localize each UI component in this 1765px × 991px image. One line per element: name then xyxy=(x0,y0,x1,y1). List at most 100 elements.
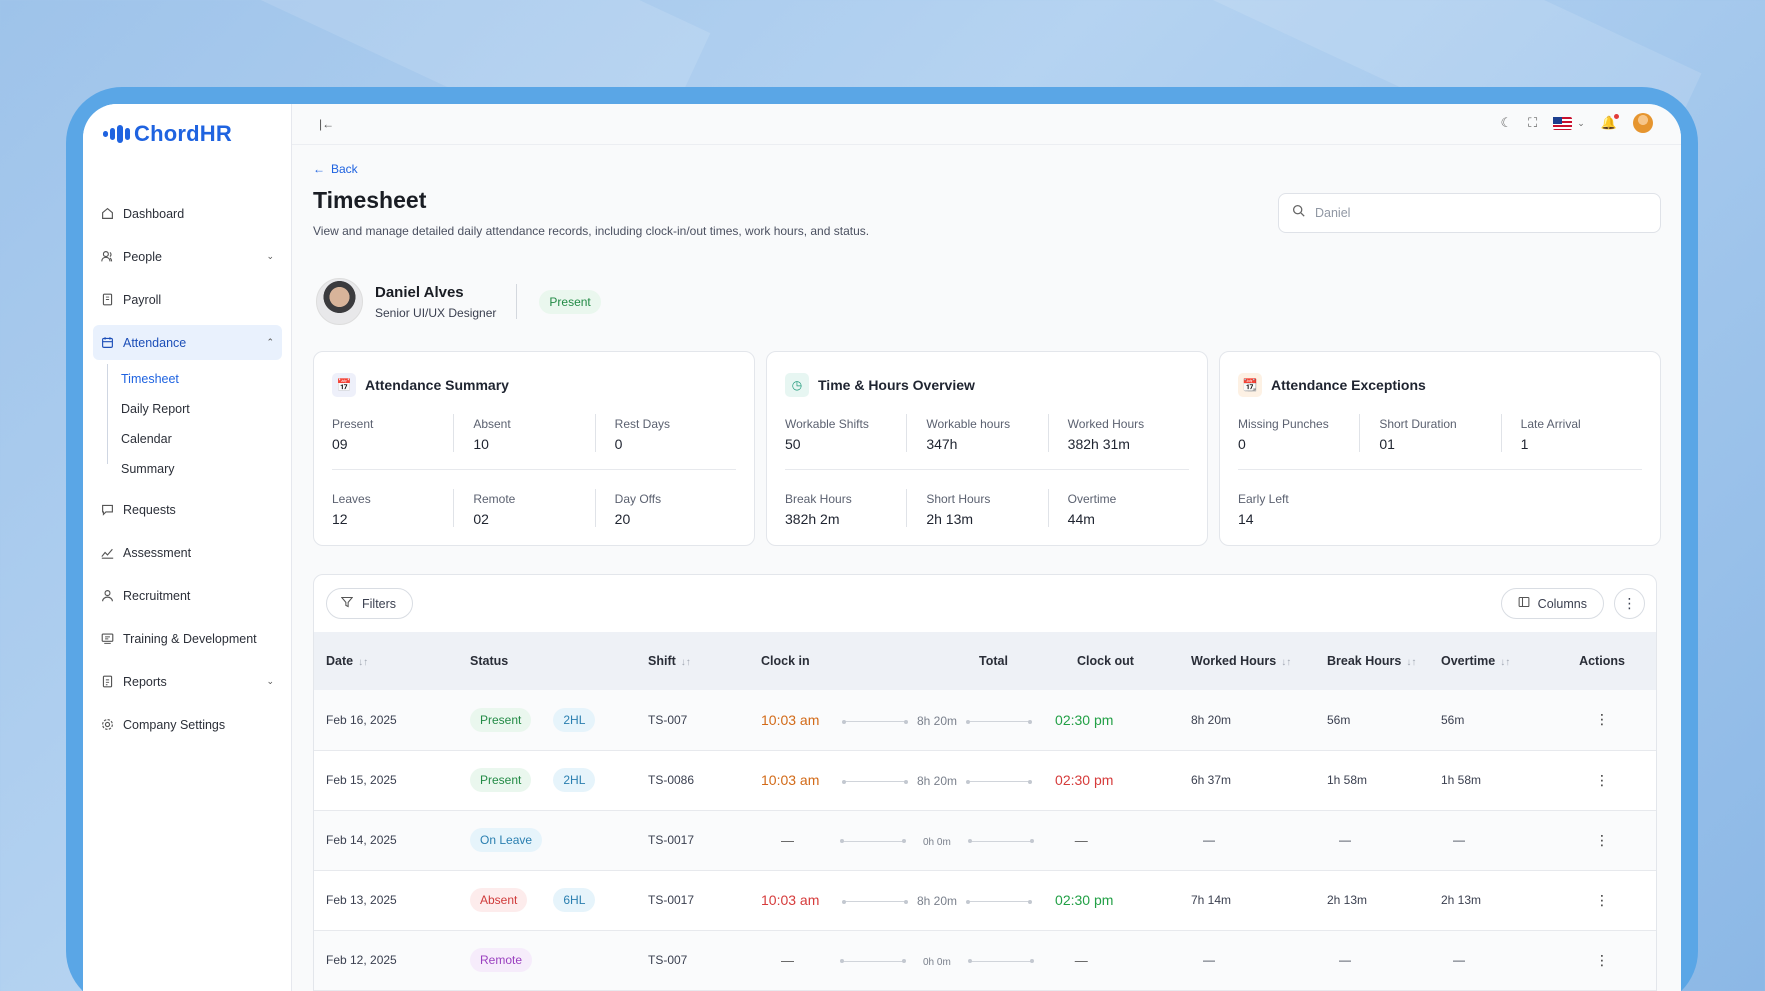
topbar: |← ☾ ⛶ ⌄ 🔔 xyxy=(292,104,1681,145)
cell-status: Present 2HL xyxy=(458,750,636,810)
stat-value: 02 xyxy=(473,511,489,527)
document-icon xyxy=(101,293,114,306)
cell-shift: TS-0017 xyxy=(648,833,695,847)
row-actions-button[interactable]: ⋮ xyxy=(1595,831,1609,848)
stat-label: Remote xyxy=(473,492,516,506)
more-options-button[interactable]: ⋮ xyxy=(1614,588,1645,619)
sidebar-item-reports[interactable]: Reports ⌄ xyxy=(93,664,282,699)
clock-out-time: — xyxy=(1074,952,1088,968)
stat-label: Short Duration xyxy=(1379,417,1457,431)
table-row[interactable]: Feb 16, 2025 Present 2HL TS-007 10:03 am 8… xyxy=(314,690,1656,750)
arrow-left-icon: ← xyxy=(313,162,325,176)
sidebar-item-label: Training & Development xyxy=(123,631,257,646)
avatar[interactable] xyxy=(1633,113,1653,133)
table-row[interactable]: Feb 13, 2025 Absent 6HL TS-0017 10:03 am 8… xyxy=(314,870,1656,930)
sidebar-item-label: Attendance xyxy=(123,335,187,350)
stat-value: 44m xyxy=(1067,511,1095,527)
collapse-sidebar-icon[interactable]: |← xyxy=(319,117,335,131)
filters-button[interactable]: Filters xyxy=(326,588,414,619)
timesheet-table-panel: Filters Columns ⋮ Date ↓↑ Status xyxy=(313,574,1657,991)
cell-break-hours: 2h 13m xyxy=(1327,893,1368,907)
brand-name: ChordHR xyxy=(134,121,232,146)
moon-icon[interactable]: ☾ xyxy=(1500,115,1513,130)
total-hours: 8h 20m xyxy=(917,713,958,728)
stat-label: Rest Days xyxy=(614,417,671,431)
chevron-down-icon: ⌄ xyxy=(1577,117,1585,128)
back-link[interactable]: ← Back xyxy=(313,162,358,176)
status-badge: Absent xyxy=(470,888,528,912)
sort-icon: ↓↑ xyxy=(680,657,691,668)
stat-value: 09 xyxy=(332,436,348,452)
sidebar-item-training[interactable]: Training & Development xyxy=(93,621,282,656)
submenu-calendar[interactable]: Calendar xyxy=(121,432,172,446)
column-header-shift[interactable]: Shift ↓↑ xyxy=(648,654,691,668)
cell-break-hours: 56m xyxy=(1327,712,1351,727)
table-row[interactable]: Feb 12, 2025 Remote TS-007 — 0h 0m — — — —… xyxy=(314,930,1656,990)
cell-break-hours: — xyxy=(1339,953,1351,967)
training-icon xyxy=(101,632,114,645)
column-header-worked-hours[interactable]: Worked Hours ↓↑ xyxy=(1191,654,1292,668)
fullscreen-icon[interactable]: ⛶ xyxy=(1528,115,1538,130)
table-row[interactable]: Feb 14, 2025 On Leave TS-0017 — 0h 0m — — … xyxy=(314,810,1656,870)
sidebar-item-people[interactable]: People ⌄ xyxy=(93,239,282,274)
column-header-break-hours[interactable]: Break Hours ↓↑ xyxy=(1327,654,1417,668)
search-input[interactable] xyxy=(1315,206,1635,220)
clock-in-time: — xyxy=(781,952,794,968)
bell-icon[interactable]: 🔔 xyxy=(1600,114,1619,130)
column-header-clock-in: Clock in xyxy=(761,654,810,668)
cell-date: Feb 13, 2025 xyxy=(326,893,397,907)
employee-role: Senior UI/UX Designer xyxy=(375,305,497,320)
employee-avatar xyxy=(316,278,363,325)
card-title: Attendance Exceptions xyxy=(1271,377,1426,393)
page-title: Timesheet xyxy=(313,187,427,213)
cell-shift: TS-007 xyxy=(648,953,688,967)
cell-worked-hours: 7h 14m xyxy=(1191,893,1232,907)
row-actions-button[interactable]: ⋮ xyxy=(1595,771,1609,788)
column-header-overtime[interactable]: Overtime ↓↑ xyxy=(1441,654,1511,668)
search-box[interactable] xyxy=(1278,193,1661,233)
cell-overtime: 2h 13m xyxy=(1441,893,1482,907)
sidebar-item-assessment[interactable]: Assessment xyxy=(93,535,282,570)
sort-icon: ↓↑ xyxy=(358,657,369,668)
chevron-down-icon: ⌄ xyxy=(266,676,274,686)
sidebar-item-payroll[interactable]: Payroll xyxy=(93,282,282,317)
chat-icon xyxy=(101,503,114,516)
sidebar-item-requests[interactable]: Requests xyxy=(93,492,282,527)
hl-badge: 2HL xyxy=(553,768,596,792)
timeline-line xyxy=(842,899,908,904)
language-selector[interactable]: ⌄ xyxy=(1553,116,1585,130)
chevron-down-icon: ⌄ xyxy=(266,251,274,261)
sidebar-item-recruitment[interactable]: Recruitment xyxy=(93,578,282,613)
table-row[interactable]: Feb 15, 2025 Present 2HL TS-0086 10:03 am… xyxy=(314,750,1656,810)
logo[interactable]: ChordHR xyxy=(103,121,232,147)
sort-icon: ↓↑ xyxy=(1406,657,1417,668)
stat-value: 50 xyxy=(785,436,801,452)
sidebar-item-company-settings[interactable]: Company Settings xyxy=(93,707,282,742)
column-header-date[interactable]: Date ↓↑ xyxy=(326,654,369,668)
cell-worked-hours: — xyxy=(1203,953,1215,967)
row-actions-button[interactable]: ⋮ xyxy=(1595,951,1609,968)
row-actions-button[interactable]: ⋮ xyxy=(1595,891,1609,908)
submenu-timesheet[interactable]: Timesheet xyxy=(121,372,179,386)
submenu-daily-report[interactable]: Daily Report xyxy=(121,402,190,416)
calendar-x-icon: 📆 xyxy=(1238,373,1262,397)
status-badge: Remote xyxy=(470,948,533,972)
timeline-line xyxy=(967,959,1034,964)
columns-button[interactable]: Columns xyxy=(1500,588,1604,619)
stat-label: Late Arrival xyxy=(1520,417,1581,431)
stat-label: Present xyxy=(332,417,374,431)
cell-shift: TS-0086 xyxy=(648,773,695,787)
sidebar-item-attendance[interactable]: Attendance ⌃ xyxy=(93,325,282,360)
timesheet-table: Date ↓↑ Status Shift ↓↑ Clock in Total Clo… xyxy=(314,632,1656,991)
clock-out-time: 02:30 pm xyxy=(1055,892,1114,908)
clock-in-time: 10:03 am xyxy=(761,711,820,728)
sidebar-item-label: Assessment xyxy=(123,545,192,560)
us-flag-icon xyxy=(1553,116,1573,130)
row-actions-button[interactable]: ⋮ xyxy=(1595,711,1609,728)
sidebar-item-label: Reports xyxy=(123,674,167,689)
cell-status: Remote xyxy=(458,930,636,990)
clock-in-time: — xyxy=(781,832,794,848)
sidebar-item-dashboard[interactable]: Dashboard xyxy=(93,196,282,231)
submenu-summary[interactable]: Summary xyxy=(121,462,175,476)
clock-out-time: — xyxy=(1074,832,1088,848)
